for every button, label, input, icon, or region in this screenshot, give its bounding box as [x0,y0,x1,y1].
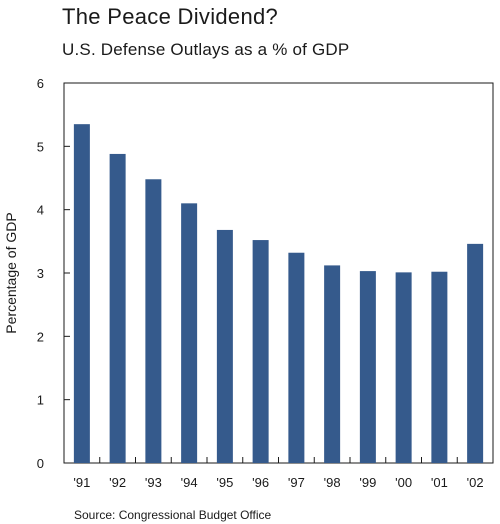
x-tick-label: '02 [467,475,484,490]
bar-98 [324,265,341,463]
y-tick-label: 5 [37,139,44,154]
plot-frame [63,82,494,464]
y-tick-label: 6 [37,76,44,91]
bar-96 [252,240,269,463]
x-tick-label: '99 [359,475,376,490]
bar-99 [359,271,376,463]
chart-subtitle: U.S. Defense Outlays as a % of GDP [62,40,350,59]
x-tick-label: '98 [324,475,341,490]
x-tick-label: '92 [109,475,126,490]
y-axis: 0 1 2 3 4 5 6 [37,76,70,471]
y-axis-label: Percentage of GDP [3,212,19,333]
source-note: Source: Congressional Budget Office [74,508,272,522]
bar-97 [288,252,305,463]
bars [73,124,484,464]
y-tick-label: 4 [37,203,44,218]
y-tick-label: 1 [37,393,44,408]
bar-00 [395,272,412,463]
x-tick-label: '96 [252,475,269,490]
bar-02 [467,243,484,463]
bar-92 [109,153,126,463]
x-tick-label: '00 [395,475,412,490]
x-tick-label: '01 [431,475,448,490]
bar-94 [181,203,198,464]
bar-93 [145,179,162,463]
bar-95 [216,229,233,463]
x-tick-label: '94 [181,475,198,490]
x-tick-label: '91 [73,475,90,490]
bar-91 [73,124,90,464]
x-axis: '91 '92 '93 '94 '95 '96 '97 '98 '99 '00 '01 '02 [73,457,484,490]
chart-title: The Peace Dividend? [62,4,279,29]
y-tick-label: 3 [37,266,44,281]
bar-01 [431,271,448,463]
x-tick-label: '97 [288,475,305,490]
x-tick-label: '95 [216,475,233,490]
x-tick-label: '93 [145,475,162,490]
plot-area [63,82,494,464]
y-tick-label: 2 [37,329,44,344]
y-tick-label: 0 [37,456,44,471]
